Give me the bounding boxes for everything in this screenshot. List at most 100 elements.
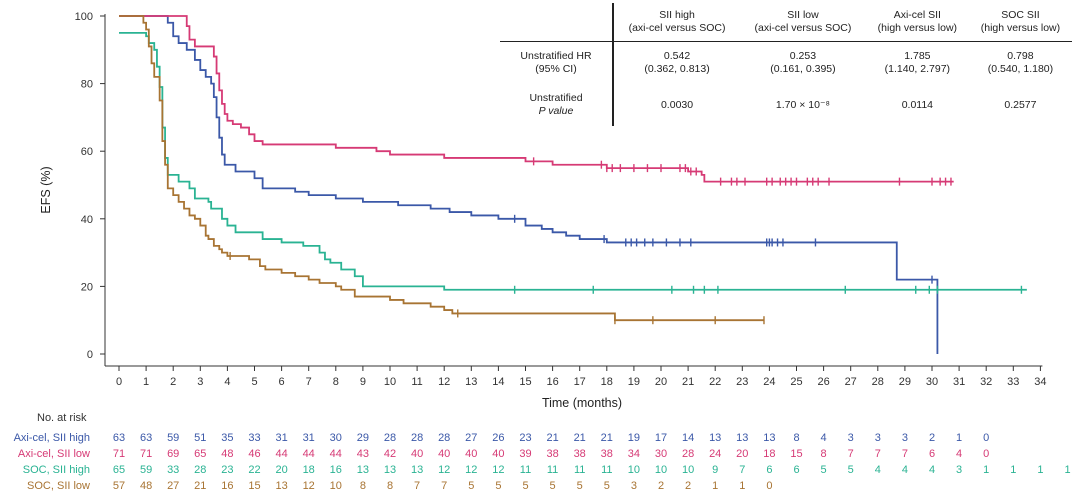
hazard-ratio-table: SII high (axi-cel versus SOC) SII low (axi… [500, 3, 1072, 126]
x-tick-label: 31 [953, 376, 965, 388]
hr-cell: 0.542 (0.362, 0.813) [613, 41, 741, 84]
x-tick-label: 4 [224, 376, 230, 388]
risk-row-label: SOC, SII high [22, 464, 90, 476]
risk-cell: 59 [139, 464, 153, 476]
risk-cell: 1 [1064, 464, 1071, 476]
x-tick-label: 23 [736, 376, 748, 388]
risk-cell: 13 [736, 432, 749, 444]
risk-cell: 28 [194, 464, 207, 476]
risk-cell: 8 [793, 432, 800, 444]
risk-cell: 21 [546, 432, 559, 444]
risk-cell: 13 [410, 464, 424, 476]
risk-cell: 5 [603, 480, 610, 492]
x-tick-label: 19 [628, 376, 640, 388]
risk-cell: 11 [573, 464, 586, 476]
risk-cell: 8 [820, 448, 827, 460]
risk-cell: 19 [627, 432, 641, 444]
x-tick-label: 27 [845, 376, 857, 388]
risk-cell: 3 [956, 464, 963, 476]
risk-cell: 28 [383, 432, 397, 444]
risk-cell: 71 [112, 448, 126, 460]
risk-cell: 13 [709, 432, 722, 444]
y-tick-label: 80 [81, 79, 93, 91]
risk-cell: 7 [441, 480, 448, 492]
risk-cell: 1 [983, 464, 990, 476]
hr-cell: 0.798 (0.540, 1.180) [968, 41, 1072, 84]
risk-cell: 40 [465, 448, 478, 460]
y-tick-label: 100 [75, 11, 93, 23]
risk-row-label: Axi-cel, SII low [17, 448, 90, 460]
series-line-2 [119, 32, 1027, 291]
hr-row-label-p: Unstratified P value [500, 84, 614, 126]
risk-cell: 7 [739, 464, 746, 476]
risk-cell: 15 [790, 448, 803, 460]
x-tick-label: 16 [546, 376, 558, 388]
risk-cell: 65 [194, 448, 207, 460]
x-tick-label: 10 [384, 376, 396, 388]
x-tick-label: 33 [1007, 376, 1019, 388]
risk-cell: 0 [983, 432, 990, 444]
x-tick-label: 20 [655, 376, 667, 388]
series-line-1 [119, 15, 954, 183]
x-tick-label: 22 [709, 376, 721, 388]
x-tick-label: 34 [1034, 376, 1046, 388]
y-axis-title: EFS (%) [39, 166, 53, 213]
risk-cell: 7 [874, 448, 881, 460]
hr-cell: 1.785 (1.140, 2.797) [865, 41, 969, 84]
risk-cell: 42 [383, 448, 397, 460]
risk-cell: 17 [654, 432, 668, 444]
risk-cell: 22 [248, 464, 261, 476]
x-tick-label: 1 [143, 376, 149, 388]
risk-cell: 38 [573, 448, 586, 460]
x-tick-label: 18 [601, 376, 613, 388]
risk-cell: 57 [112, 480, 126, 492]
risk-cell: 1 [712, 480, 719, 492]
risk-cell: 31 [275, 432, 288, 444]
risk-cell: 40 [492, 448, 505, 460]
risk-cell: 21 [194, 480, 207, 492]
hr-header-axicel-sii: Axi-cel SII (high versus low) [877, 9, 958, 34]
risk-cell: 4 [928, 464, 936, 476]
risk-cell: 33 [167, 464, 180, 476]
x-tick-label: 30 [926, 376, 938, 388]
y-tick-label: 0 [87, 349, 93, 361]
risk-cell: 11 [601, 464, 613, 476]
risk-cell: 3 [630, 480, 637, 492]
risk-cell: 48 [139, 480, 153, 492]
risk-cell: 12 [438, 464, 451, 476]
risk-cell: 39 [519, 448, 532, 460]
risk-cell: 3 [901, 432, 908, 444]
risk-cell: 40 [410, 448, 424, 460]
risk-cell: 4 [820, 432, 827, 444]
risk-cell: 10 [654, 464, 668, 476]
risk-cell: 9 [712, 464, 719, 476]
y-tick-label: 60 [81, 146, 93, 158]
risk-cell: 13 [763, 432, 776, 444]
risk-cell: 27 [167, 480, 180, 492]
risk-cell: 2 [928, 432, 936, 444]
risk-cell: 20 [275, 464, 288, 476]
x-tick-label: 15 [519, 376, 531, 388]
risk-cell: 18 [763, 448, 776, 460]
risk-cell: 10 [627, 464, 641, 476]
x-tick-label: 12 [438, 376, 450, 388]
risk-cell: 14 [681, 432, 695, 444]
risk-cell: 28 [410, 432, 424, 444]
x-tick-label: 6 [279, 376, 285, 388]
x-tick-label: 9 [360, 376, 366, 388]
x-tick-label: 11 [411, 376, 422, 388]
chart-series [119, 15, 1027, 354]
p-cell: 1.70 × 10⁻⁸ [775, 98, 830, 111]
x-tick-label: 17 [574, 376, 586, 388]
risk-cell: 8 [359, 480, 366, 492]
risk-cell: 13 [356, 464, 370, 476]
risk-cell: 69 [167, 448, 180, 460]
x-tick-label: 25 [790, 376, 802, 388]
risk-cell: 43 [356, 448, 370, 460]
p-cell: 0.0114 [901, 98, 934, 111]
risk-cell: 7 [414, 480, 421, 492]
x-tick-label: 28 [872, 376, 884, 388]
risk-cell: 3 [847, 432, 854, 444]
risk-cell: 10 [681, 464, 695, 476]
risk-cell: 29 [356, 432, 370, 444]
